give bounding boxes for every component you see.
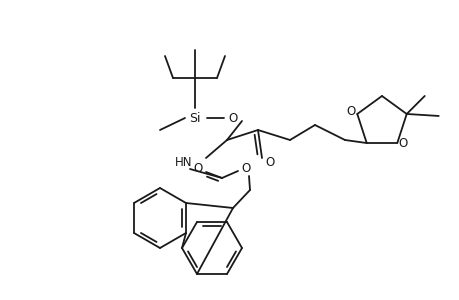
Text: O: O (346, 106, 355, 118)
Text: O: O (265, 155, 274, 169)
Text: Si: Si (189, 112, 200, 124)
Text: HN: HN (174, 155, 191, 169)
Text: O: O (193, 161, 202, 175)
Text: O: O (241, 161, 250, 175)
Text: O: O (228, 112, 237, 124)
Text: O: O (398, 136, 407, 149)
